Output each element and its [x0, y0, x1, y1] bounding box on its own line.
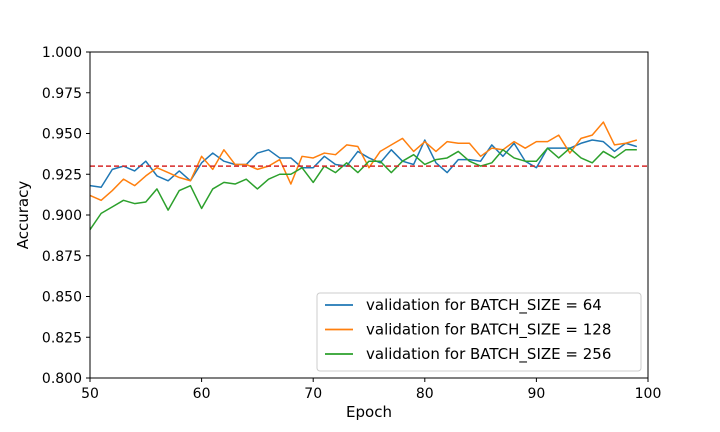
y-axis-label: Accuracy: [14, 181, 32, 250]
legend-label-3: validation for BATCH_SIZE = 256: [366, 345, 611, 364]
y-tick-label: 0.825: [42, 330, 82, 346]
y-axis: 0.800 0.825 0.850 0.875 0.900 0.925 0.950 0.975…: [42, 45, 90, 387]
series-line-2: [89, 121, 638, 202]
legend-label-2: validation for BATCH_SIZE = 128: [366, 321, 611, 340]
y-tick-label: 1.000: [42, 45, 82, 61]
x-axis: 50 60 70 80 90 100: [81, 378, 661, 402]
x-tick-label: 100: [635, 386, 662, 402]
legend-label-1: validation for BATCH_SIZE = 64: [366, 296, 602, 315]
y-tick-label: 0.975: [42, 86, 82, 102]
legend: validation for BATCH_SIZE = 64 validation…: [316, 292, 642, 372]
x-axis-label: Epoch: [346, 403, 392, 421]
y-tick-label: 0.850: [42, 290, 82, 306]
y-tick-label: 0.800: [42, 371, 82, 387]
x-tick-label: 60: [193, 386, 211, 402]
y-tick-label: 0.925: [42, 167, 82, 183]
y-tick-label: 0.875: [42, 249, 82, 265]
x-tick-label: 80: [416, 386, 434, 402]
y-tick-label: 0.900: [42, 208, 82, 224]
x-tick-label: 90: [527, 386, 545, 402]
y-tick-label: 0.950: [42, 127, 82, 143]
series-line-3: [89, 147, 637, 231]
x-tick-label: 70: [304, 386, 322, 402]
legend-box: [316, 292, 642, 372]
series-layer: [89, 121, 638, 231]
x-tick-label: 50: [81, 386, 99, 402]
legend-items: validation for BATCH_SIZE = 64 validation…: [325, 296, 611, 364]
